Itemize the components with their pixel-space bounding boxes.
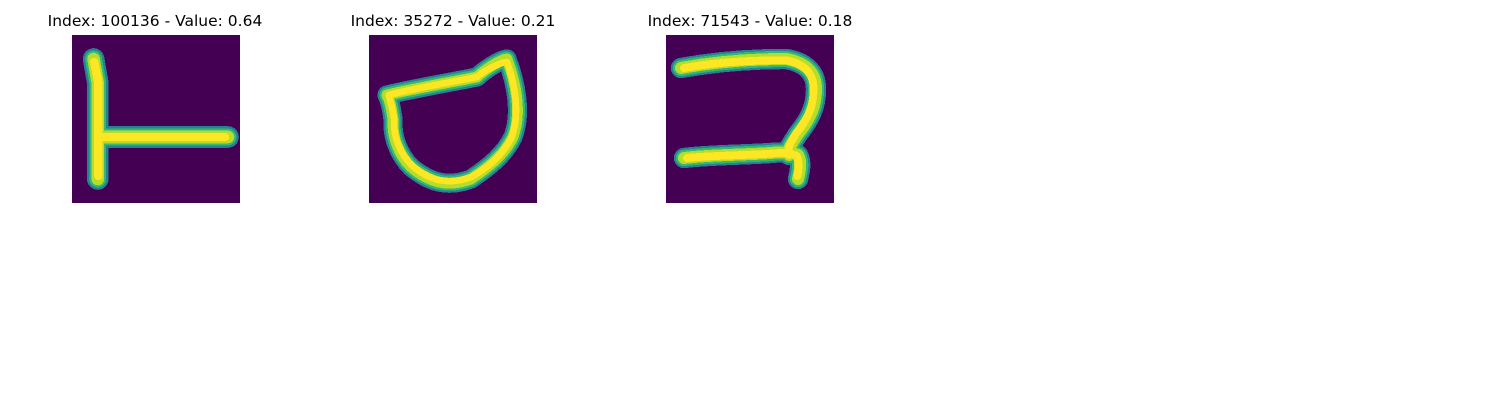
- panel-2-image: [369, 35, 537, 203]
- image-panel-3: Index: 71543 - Value: 0.18: [600, 0, 900, 210]
- panel-3-image: [666, 35, 834, 203]
- character-stroke: [82, 48, 239, 190]
- panel-2-title: Index: 35272 - Value: 0.21: [350, 12, 556, 30]
- image-panel-1: Index: 100136 - Value: 0.64: [5, 0, 305, 210]
- panel-1-image: [72, 35, 240, 203]
- image-panel-2: Index: 35272 - Value: 0.21: [303, 0, 603, 210]
- character-stroke: [377, 49, 527, 193]
- panel-3-title: Index: 71543 - Value: 0.18: [647, 12, 853, 30]
- character-stroke: [670, 48, 827, 190]
- panel-1-title: Index: 100136 - Value: 0.64: [47, 12, 263, 30]
